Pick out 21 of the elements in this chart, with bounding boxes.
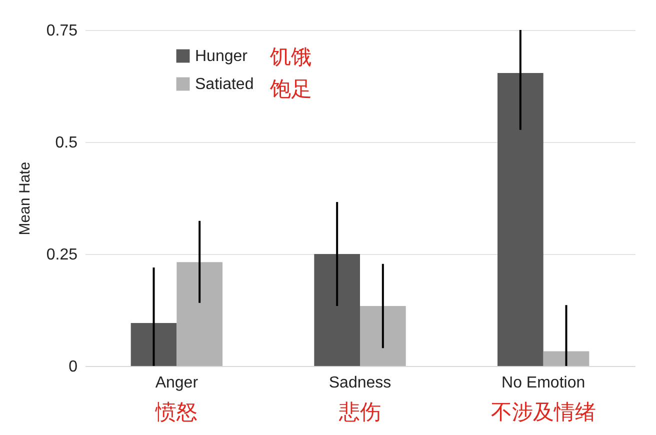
y-tick-label: 0.5 xyxy=(55,134,78,152)
y-tick-label: 0 xyxy=(68,358,78,376)
x-tick-label: No Emotion xyxy=(502,374,586,392)
bar xyxy=(498,73,544,366)
legend-label: Satiated xyxy=(195,76,254,93)
bar xyxy=(176,262,222,366)
annotation: 饥饿 xyxy=(269,46,312,69)
x-tick-label: Sadness xyxy=(328,374,392,392)
legend-label: Hunger xyxy=(195,48,248,65)
text: 悲伤 xyxy=(338,401,381,424)
bar xyxy=(314,254,360,366)
bar xyxy=(360,306,406,366)
text: 愤怒 xyxy=(154,401,198,424)
y-axis-title: Mean Hate xyxy=(16,162,34,236)
text: 不涉及情绪 xyxy=(490,401,596,424)
y-tick-label: 0.25 xyxy=(46,246,78,264)
x-tick-label: Anger xyxy=(155,374,199,392)
y-tick-label: 0.75 xyxy=(46,22,78,40)
annotation: 饱足 xyxy=(269,78,312,101)
bar xyxy=(130,322,177,366)
bar xyxy=(543,351,590,366)
